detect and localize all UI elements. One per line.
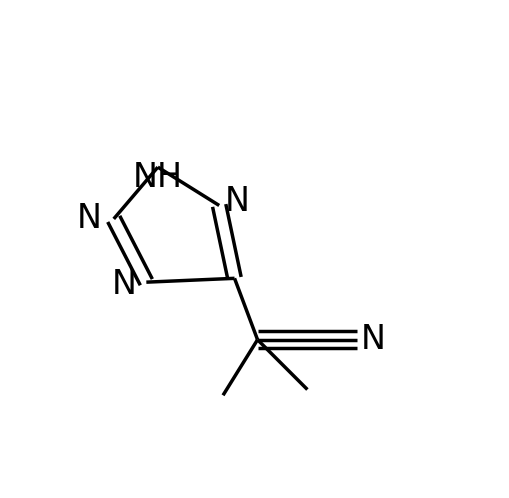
Text: N: N	[360, 323, 385, 356]
Text: N: N	[111, 267, 136, 301]
Text: N: N	[77, 202, 102, 236]
Text: NH: NH	[132, 161, 183, 194]
Text: N: N	[224, 185, 249, 218]
